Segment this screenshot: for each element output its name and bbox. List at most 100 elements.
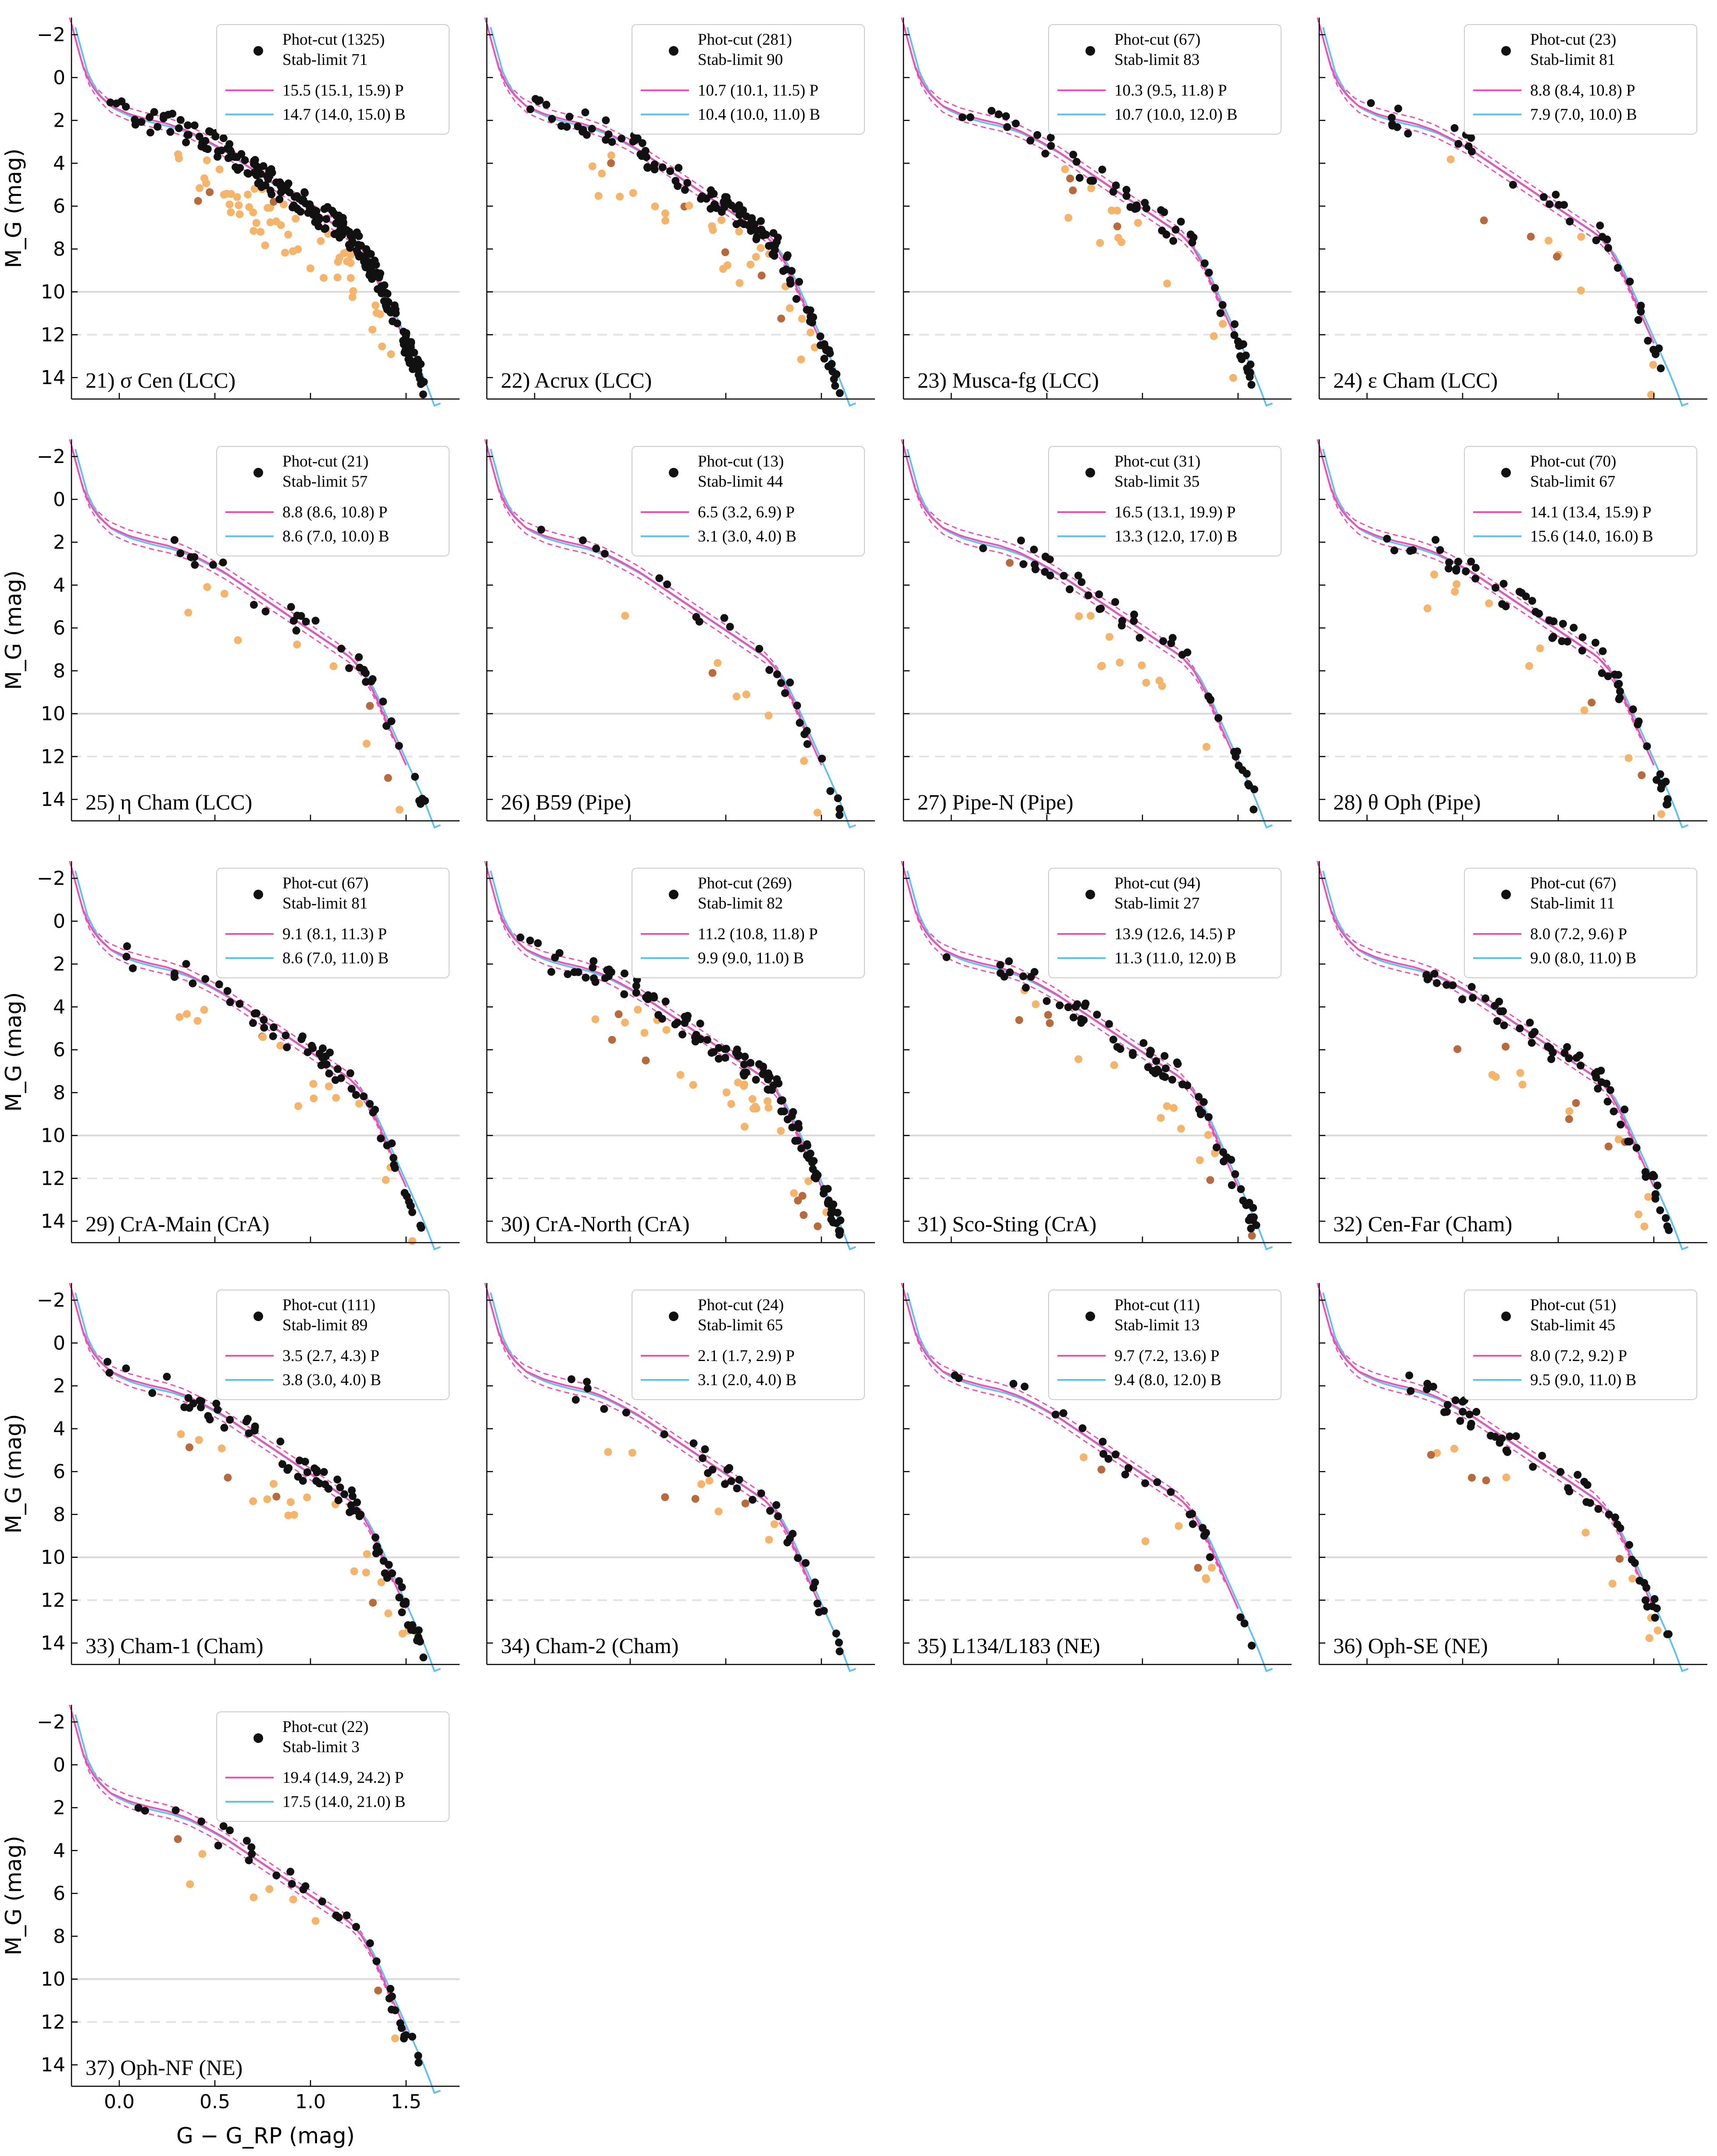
- star-point-member: [260, 1016, 268, 1024]
- star-point-member: [683, 1015, 691, 1023]
- legend-age-b: 10.7 (10.0, 12.0) B: [1114, 106, 1238, 124]
- star-point-member: [734, 1052, 742, 1060]
- star-point-orange: [1453, 580, 1461, 588]
- star-point-member: [269, 1032, 277, 1041]
- star-point-member: [707, 186, 715, 194]
- star-point-member: [1109, 188, 1117, 196]
- star-point-orange: [1075, 612, 1083, 620]
- star-point-member: [302, 617, 310, 626]
- panel-label: 28) θ Oph (Pipe): [1333, 790, 1481, 814]
- star-point-member: [1240, 1619, 1249, 1628]
- star-point-member: [660, 1430, 668, 1438]
- star-point-orange: [1086, 612, 1095, 620]
- star-point-member: [334, 1065, 342, 1073]
- star-point-member: [1099, 1437, 1107, 1446]
- star-point-orange: [616, 192, 624, 201]
- y-tick-label: 8: [53, 1504, 65, 1526]
- star-point-member: [379, 1557, 388, 1565]
- star-point-orange: [203, 583, 211, 591]
- star-point-member: [744, 221, 752, 229]
- legend-age-b: 11.3 (11.0, 12.0) B: [1114, 949, 1236, 967]
- star-point-orange: [794, 1197, 802, 1205]
- star-point-member: [245, 1856, 253, 1864]
- star-point-orange: [286, 1498, 295, 1506]
- star-point-member: [1388, 114, 1396, 122]
- star-point-orange: [1580, 706, 1588, 714]
- star-point-member: [765, 666, 774, 674]
- star-point-orange: [350, 1567, 358, 1575]
- star-point-orange: [371, 301, 380, 310]
- star-point-member: [1041, 150, 1049, 158]
- star-point-member: [655, 574, 664, 582]
- star-point-member: [1214, 714, 1223, 722]
- star-point-member: [643, 163, 652, 171]
- y-tick-label: 14: [41, 367, 65, 389]
- star-point-member: [766, 1507, 774, 1515]
- star-point-member: [1528, 1039, 1536, 1047]
- star-point-member: [1423, 975, 1431, 984]
- star-point-orange: [777, 314, 785, 323]
- legend-stab-limit: Stab-limit 83: [1114, 51, 1199, 69]
- star-point-orange: [269, 1480, 278, 1488]
- star-point-member: [1105, 1020, 1113, 1028]
- star-point-member: [620, 990, 628, 998]
- star-point-member: [692, 613, 700, 621]
- star-point-orange: [1206, 1176, 1214, 1184]
- x-axis-title: G − G_RP (mag): [176, 2123, 355, 2149]
- isochrone-p-upper: [72, 453, 393, 739]
- star-point-member: [1469, 994, 1477, 1002]
- legend: Phot-cut (70) Stab-limit 67 14.1 (13.4, 15…: [1464, 446, 1697, 556]
- star-point-member: [721, 1045, 729, 1053]
- legend-phot-cut: Phot-cut (31): [1114, 453, 1200, 470]
- star-point-orange: [1158, 682, 1166, 690]
- star-point-orange: [1044, 1011, 1052, 1019]
- star-point-member: [1204, 1113, 1213, 1121]
- star-point-member: [802, 1559, 810, 1567]
- star-point-member: [1198, 1108, 1206, 1117]
- star-point-orange: [1565, 1115, 1573, 1123]
- star-point-member: [232, 163, 239, 171]
- isochrone-p-lower: [901, 17, 1222, 303]
- star-point-orange: [1657, 810, 1665, 818]
- star-point-member: [1564, 638, 1572, 646]
- legend: Phot-cut (1325) Stab-limit 71 15.5 (15.1, …: [216, 24, 450, 135]
- star-point-member: [1244, 780, 1253, 788]
- legend-stab-limit: Stab-limit 82: [698, 894, 783, 912]
- legend-age-p: 8.0 (7.2, 9.6) P: [1530, 925, 1627, 943]
- star-point-member: [348, 1492, 357, 1500]
- y-tick-label: 0: [53, 67, 65, 89]
- star-point-member: [1132, 204, 1141, 212]
- star-point-member: [1563, 1043, 1571, 1051]
- star-point-member: [835, 1231, 844, 1239]
- star-point-member: [352, 1091, 360, 1099]
- star-point-member: [621, 969, 628, 978]
- star-point-orange: [697, 1480, 706, 1488]
- star-point-orange: [1565, 1107, 1574, 1115]
- star-point-orange: [719, 265, 727, 273]
- legend-marker-phot: [1501, 1311, 1511, 1321]
- star-point-member: [622, 1408, 630, 1417]
- star-point-orange: [309, 1080, 318, 1088]
- star-point-member: [809, 1165, 817, 1173]
- star-point-member: [146, 128, 154, 137]
- star-point-orange: [196, 184, 203, 192]
- isochrone-p-lower: [69, 1704, 390, 1990]
- y-tick-label: 0: [53, 1332, 65, 1354]
- panel-25: −2 0 2 4 6 8 10 12 14 M_G (mag) 25) η Cham (LCC) Ph…: [1, 439, 460, 829]
- star-point-orange: [757, 271, 766, 280]
- star-point-member: [1594, 1505, 1603, 1513]
- star-point-member: [1433, 979, 1441, 987]
- legend-box: [632, 1290, 865, 1400]
- legend-marker-phot: [1085, 1311, 1095, 1321]
- panel-33: −2 0 2 4 6 8 10 12 14 M_G (mag) 33) Cham-1 (Cham) P…: [1, 1283, 460, 1672]
- y-tick-label: 10: [41, 281, 65, 303]
- y-tick-label: 12: [41, 2011, 65, 2033]
- star-point-orange: [194, 197, 202, 205]
- star-point-member: [777, 1107, 785, 1115]
- star-point-orange: [220, 590, 228, 598]
- star-point-member: [996, 961, 1004, 969]
- legend: Phot-cut (22) Stab-limit 3 19.4 (14.9, 24.…: [216, 1711, 450, 1822]
- star-point-member: [1245, 1216, 1253, 1224]
- y-tick-label: 4: [53, 152, 65, 175]
- y-tick-label: 6: [53, 1461, 65, 1483]
